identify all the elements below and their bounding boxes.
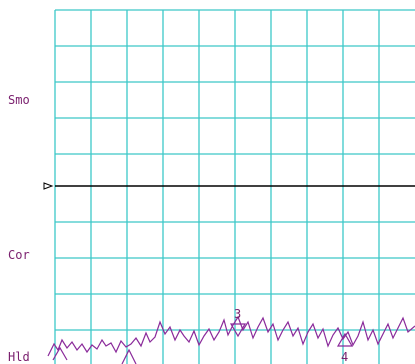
- marker-icon: [229, 323, 247, 338]
- marker-label: 4: [341, 350, 348, 364]
- marker-icon: [121, 348, 137, 364]
- graticule: [54, 9, 415, 364]
- side-label: Smo: [8, 93, 30, 107]
- reference-arrow: [43, 182, 54, 190]
- side-label: Hld: [8, 350, 30, 364]
- marker-label: 3: [234, 307, 241, 321]
- marker-icon: [52, 346, 68, 361]
- side-label: Cor: [8, 248, 30, 262]
- marker-icon: [336, 332, 354, 347]
- trace: [47, 315, 415, 357]
